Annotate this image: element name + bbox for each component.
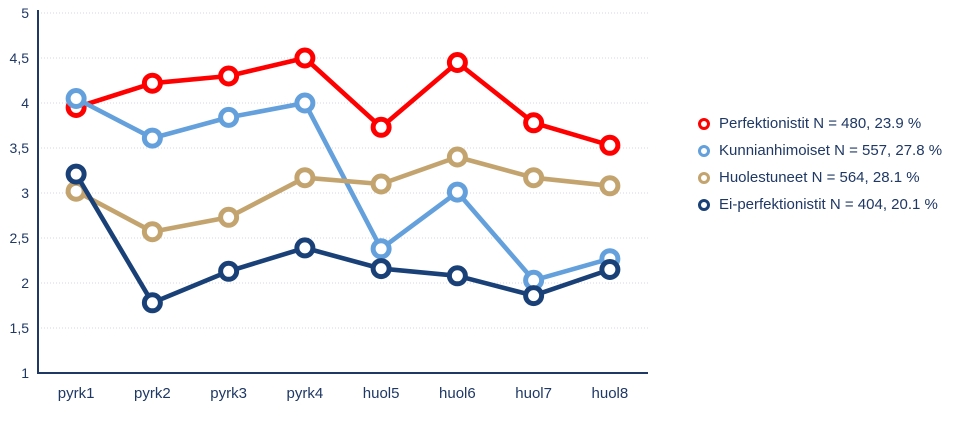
y-tick-label: 2,5	[10, 230, 30, 246]
x-tick-label: pyrk4	[287, 385, 324, 402]
x-tick-label: pyrk1	[58, 385, 95, 402]
data-point-marker	[446, 181, 468, 203]
y-tick-label: 5	[21, 5, 29, 21]
legend-item-kunnianhimoiset: Kunnianhimoiset N = 557, 27.8 %	[698, 137, 942, 164]
plot-area: 5 4,5 4 3,5 3 2,5 2 1,5 1 pyrk1 pyrk2 pyrk3 pyrk4 huo…	[10, 5, 648, 402]
x-tick-label: pyrk3	[210, 385, 247, 402]
data-point-marker	[141, 292, 163, 314]
series-line	[73, 171, 613, 306]
y-tick-label: 2	[21, 275, 29, 291]
legend-item-ei-perfektionistit: Ei-perfektionistit N = 404, 20.1 %	[698, 191, 942, 218]
legend-item-huolestuneet: Huolestuneet N = 564, 28.1 %	[698, 164, 942, 191]
legend-marker-icon	[698, 198, 710, 211]
y-tick-label: 3,5	[10, 140, 30, 156]
data-point-marker	[446, 52, 468, 73]
x-tick-label: pyrk2	[134, 385, 171, 402]
y-tick-label: 3	[21, 185, 29, 201]
data-point-marker	[599, 259, 621, 280]
legend-item-perfektionistit: Perfektionistit N = 480, 23.9 %	[698, 110, 942, 137]
legend-marker-icon	[698, 117, 710, 130]
data-point-marker	[294, 167, 316, 189]
data-point-marker	[523, 167, 545, 189]
data-point-marker	[294, 237, 316, 259]
x-tick-label: huol8	[592, 385, 629, 402]
data-point-marker	[294, 92, 316, 114]
data-point-marker	[65, 88, 87, 109]
data-point-marker	[370, 173, 392, 195]
data-point-marker	[370, 258, 392, 280]
legend-label: Huolestuneet N = 564, 28.1 %	[719, 169, 920, 186]
chart-legend: Perfektionistit N = 480, 23.9 % Kunnianh…	[698, 110, 942, 218]
data-point-marker	[141, 72, 163, 94]
series-line	[73, 96, 613, 283]
x-tick-label: huol5	[363, 385, 400, 402]
legend-label: Perfektionistit N = 480, 23.9 %	[719, 115, 922, 132]
data-point-marker	[218, 106, 240, 128]
data-point-marker	[446, 146, 468, 168]
legend-label: Kunnianhimoiset N = 557, 27.8 %	[719, 142, 943, 159]
data-point-marker	[446, 265, 468, 287]
data-point-marker	[294, 47, 316, 69]
data-point-marker	[370, 238, 392, 260]
y-tick-label: 1,5	[10, 320, 30, 336]
x-tick-label: huol7	[515, 385, 552, 402]
legend-label: Ei-perfektionistit N = 404, 20.1 %	[719, 196, 938, 213]
data-point-marker	[370, 116, 392, 138]
y-tick-label: 1	[21, 365, 29, 381]
data-point-marker	[65, 163, 87, 185]
data-point-marker	[599, 134, 621, 156]
data-point-marker	[218, 65, 240, 87]
series-line	[73, 55, 613, 148]
data-point-marker	[523, 285, 545, 307]
data-point-marker	[141, 127, 163, 149]
data-point-marker	[523, 112, 545, 134]
y-tick-label: 4,5	[10, 50, 30, 66]
y-tick-label: 4	[21, 95, 29, 111]
data-point-marker	[218, 260, 240, 282]
data-point-marker	[141, 221, 163, 243]
legend-marker-icon	[698, 171, 710, 184]
data-point-marker	[218, 206, 240, 228]
series-line	[73, 154, 613, 234]
x-tick-label: huol6	[439, 385, 476, 402]
data-point-marker	[599, 175, 621, 197]
legend-marker-icon	[698, 144, 710, 157]
